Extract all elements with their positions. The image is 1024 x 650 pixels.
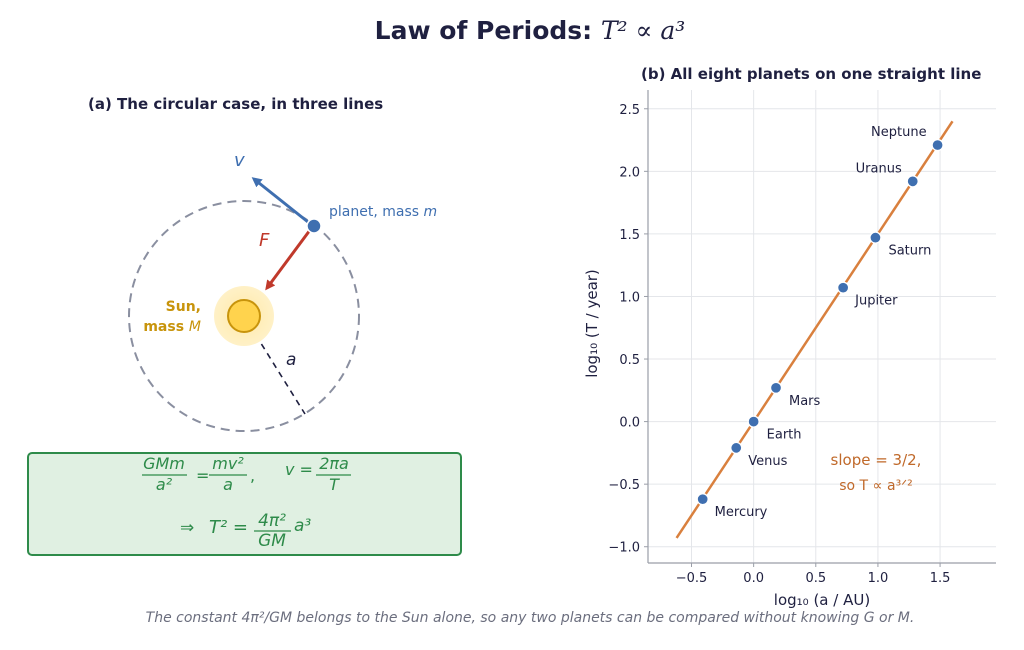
y-axis-label: log₁₀ (T / year) xyxy=(583,269,601,378)
eq2-lhs: T² = xyxy=(209,517,248,538)
sun-mass-label: mass M xyxy=(143,319,201,335)
eq1-v: v = xyxy=(285,460,313,479)
orbit-circle xyxy=(128,200,360,432)
eq2-num: 4π² xyxy=(258,511,286,531)
sun-icon xyxy=(227,299,261,333)
y-tick-label: 1.5 xyxy=(619,228,640,243)
x-tick-label: 0.0 xyxy=(743,571,764,586)
planet-point xyxy=(747,415,760,428)
eq1-v-num: 2πa xyxy=(319,454,349,473)
equations: GMm a² = mv² a , v = 2πa T ⇒ T² = 4π² GM… xyxy=(142,454,351,551)
eq1-lhs-num: GMm xyxy=(143,454,185,473)
force-label: F xyxy=(259,230,270,251)
velocity-arrow xyxy=(251,177,314,228)
sun-label: Sun, xyxy=(166,299,201,315)
planet-point xyxy=(906,175,919,188)
velocity-label: v xyxy=(234,150,245,171)
y-tick-label: −0.5 xyxy=(608,478,640,493)
title-formula: T² ∝ a³ xyxy=(600,16,686,45)
panel-b-title: (b) All eight planets on one straight li… xyxy=(641,65,982,83)
planet-label: Saturn xyxy=(888,244,931,259)
y-tick-label: 1.0 xyxy=(619,290,640,305)
x-tick-label: 1.0 xyxy=(868,571,889,586)
planet-point xyxy=(696,493,709,506)
y-tick-label: 2.0 xyxy=(619,165,640,180)
planet-label: Earth xyxy=(767,428,802,443)
planet-point xyxy=(836,281,850,294)
x-axis-label: log₁₀ (a / AU) xyxy=(774,591,870,609)
planet-icon xyxy=(306,218,322,234)
planet-point xyxy=(769,381,783,394)
title-text: Law of Periods: xyxy=(374,16,593,45)
y-tick-label: 2.5 xyxy=(619,103,640,118)
planet-label: planet, mass m xyxy=(329,204,437,220)
planet-point xyxy=(931,138,944,152)
eq1-rhs-den: a xyxy=(223,475,233,494)
caption: The constant 4π²/GM belongs to the Sun a… xyxy=(145,610,915,626)
radius-label: a xyxy=(286,350,296,370)
orbit-diagram: a Sun, mass M v F planet, mass m xyxy=(128,150,437,432)
radius-line xyxy=(243,315,306,415)
y-tick-label: 0.0 xyxy=(619,416,640,431)
eq2-arrow: ⇒ xyxy=(180,518,194,538)
planet-label: Venus xyxy=(748,454,787,469)
planet-label: Jupiter xyxy=(854,294,898,309)
fit-line xyxy=(675,120,954,539)
eq1-v-den: T xyxy=(329,475,340,494)
eq2-den: GM xyxy=(258,531,286,551)
x-tick-label: −0.5 xyxy=(676,571,708,586)
planet-point xyxy=(730,441,743,455)
equation-box xyxy=(27,452,462,556)
planet-label: Mercury xyxy=(715,505,768,520)
eq1-equals: = xyxy=(196,466,209,485)
eq2-tail: a³ xyxy=(294,516,311,536)
planet-label: Neptune xyxy=(871,125,927,140)
slope-annotation: slope = 3/2, xyxy=(831,451,922,469)
eq1-rhs-num: mv² xyxy=(212,454,244,473)
y-tick-label: −1.0 xyxy=(608,541,640,556)
force-arrow xyxy=(265,225,315,291)
eq1-comma: , xyxy=(250,466,255,485)
y-tick-label: 0.5 xyxy=(619,353,640,368)
page-title: Law of Periods: T² ∝ a³ xyxy=(0,16,1024,45)
eq1-lhs-den: a² xyxy=(156,475,173,494)
planet-label: Uranus xyxy=(856,161,902,176)
panel-a-title: (a) The circular case, in three lines xyxy=(88,95,384,113)
planet-label: Mars xyxy=(789,394,821,409)
x-tick-label: 1.5 xyxy=(930,571,951,586)
slope-annotation-law: so T ∝ a³ᐟ² xyxy=(839,478,913,494)
planet-point xyxy=(869,231,882,244)
x-tick-label: 0.5 xyxy=(805,571,826,586)
